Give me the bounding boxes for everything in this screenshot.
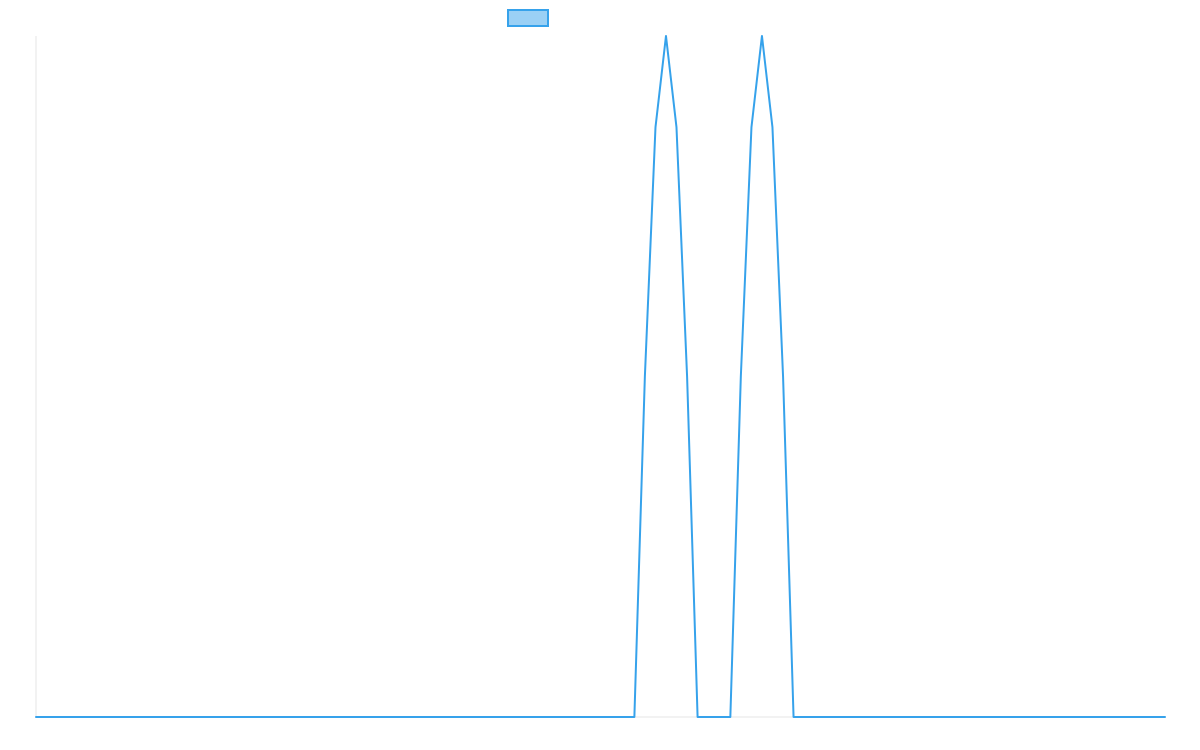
legend-swatch-0[interactable]	[507, 9, 549, 27]
series-line-0	[35, 35, 1166, 718]
legend[interactable]	[507, 9, 549, 27]
axes	[35, 36, 1165, 718]
series-layer	[35, 35, 1166, 718]
